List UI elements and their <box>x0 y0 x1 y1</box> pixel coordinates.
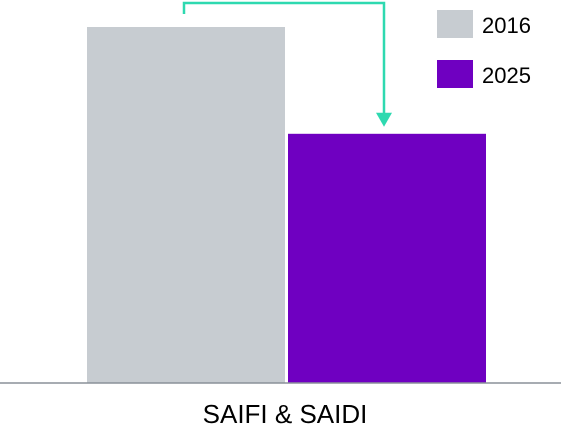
legend: 2016 2025 <box>437 10 531 88</box>
bar-2016 <box>87 27 285 383</box>
bars-group <box>87 27 486 383</box>
legend-label-2025: 2025 <box>482 63 531 88</box>
bar-2025 <box>288 133 486 383</box>
legend-label-2016: 2016 <box>482 13 531 38</box>
legend-swatch-2016 <box>437 10 473 38</box>
change-arrow <box>182 1 392 127</box>
arrow-head <box>376 112 392 127</box>
x-tick-label: SAIFI & SAIDI <box>203 399 368 429</box>
legend-swatch-2025 <box>437 60 473 88</box>
arrow-line <box>182 1 386 120</box>
